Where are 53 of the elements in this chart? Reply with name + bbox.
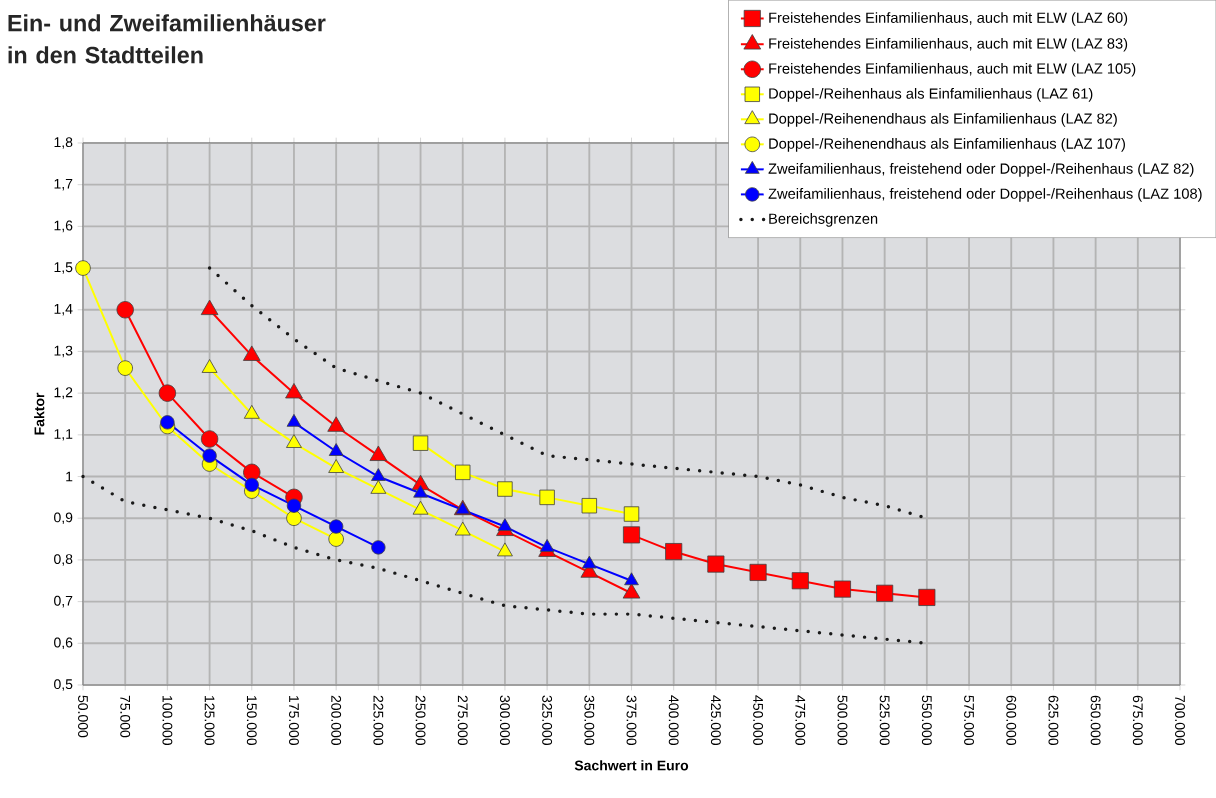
legend-label: Freistehendes Einfamilienhaus, auch mit ELW (LAZ 83) bbox=[769, 37, 1128, 52]
y-tick-label: 1,2 bbox=[54, 387, 73, 399]
x-tick-label: 650.000 bbox=[1090, 695, 1101, 746]
legend-label: Doppel-/Reihenendhaus als Einfamilienhaus (LAZ 82) bbox=[769, 113, 1117, 127]
y-tick-label: 1,1 bbox=[54, 429, 73, 441]
x-tick-label: 250.000 bbox=[415, 695, 426, 746]
x-tick-label: 525.000 bbox=[879, 695, 890, 746]
y-tick-label: 1,4 bbox=[54, 304, 73, 316]
chart-title: Ein- und Zweifamilienhäuser in den Stadtteilen bbox=[8, 14, 326, 64]
legend-label: Zweifamilienhaus, freistehend oder Doppel-/Reihenhaus (LAZ 108) bbox=[768, 188, 1202, 202]
x-tick-label: 375.000 bbox=[626, 695, 637, 746]
x-tick-label: 625.000 bbox=[1048, 695, 1059, 746]
y-tick-label: 1,6 bbox=[54, 220, 73, 233]
x-tick-label: 500.000 bbox=[837, 695, 848, 746]
x-tick-label: 700.000 bbox=[1175, 695, 1185, 746]
y-tick-label: 0,9 bbox=[54, 512, 73, 525]
y-tick-label: 0,5 bbox=[54, 679, 73, 691]
x-tick-label: 275.000 bbox=[457, 695, 468, 746]
y-axis-title: Faktor bbox=[34, 392, 45, 435]
legend-label: Doppel-/Reihenhaus als Einfamilienhaus (LAZ 61) bbox=[769, 87, 1093, 102]
x-tick-label: 400.000 bbox=[668, 695, 679, 746]
x-tick-label: 600.000 bbox=[1006, 695, 1017, 746]
legend-label: Doppel-/Reihenendhaus als Einfamilienhaus (LAZ 107) bbox=[769, 138, 1125, 152]
legend-label: Bereichsgrenzen bbox=[769, 213, 878, 227]
x-tick-label: 425.000 bbox=[710, 695, 721, 746]
x-tick-label: 475.000 bbox=[795, 695, 806, 746]
x-tick-label: 450.000 bbox=[753, 695, 764, 746]
x-tick-label: 200.000 bbox=[331, 695, 342, 746]
x-tick-label: 100.000 bbox=[162, 696, 173, 746]
y-tick-label: 0,8 bbox=[54, 554, 73, 566]
x-tick-label: 75.000 bbox=[120, 695, 131, 738]
x-tick-label: 575.000 bbox=[964, 695, 974, 746]
x-tick-label: 300.000 bbox=[499, 695, 510, 746]
y-tick-label: 1,7 bbox=[54, 178, 73, 191]
x-tick-label: 325.000 bbox=[542, 695, 553, 746]
y-tick-label: 1,5 bbox=[54, 262, 73, 274]
y-tick-label: 0,7 bbox=[54, 595, 73, 608]
y-tick-label: 1 bbox=[66, 471, 73, 482]
legend-label: Zweifamilienhaus, freistehend oder Doppel-/Reihenhaus (LAZ 82) bbox=[768, 163, 1194, 177]
y-tick-label: 1,8 bbox=[54, 137, 73, 149]
x-tick-label: 125.000 bbox=[204, 696, 215, 746]
legend-label: Freistehendes Einfamilienhaus, auch mit ELW (LAZ 60) bbox=[769, 12, 1128, 26]
x-tick-label: 50.000 bbox=[78, 695, 88, 738]
legend-label: Freistehendes Einfamilienhaus, auch mit ELW (LAZ 105) bbox=[769, 62, 1136, 77]
y-tick-label: 0,6 bbox=[54, 637, 73, 650]
x-tick-label: 150.000 bbox=[246, 696, 257, 746]
x-tick-label: 350.000 bbox=[584, 695, 595, 746]
x-tick-label: 225.000 bbox=[373, 695, 384, 746]
x-tick-label: 175.000 bbox=[289, 696, 299, 746]
x-axis-title: Sachwert in Euro bbox=[574, 760, 689, 771]
y-tick-label: 1,3 bbox=[54, 345, 73, 358]
x-tick-label: 675.000 bbox=[1132, 695, 1143, 746]
x-tick-label: 550.000 bbox=[921, 695, 932, 746]
